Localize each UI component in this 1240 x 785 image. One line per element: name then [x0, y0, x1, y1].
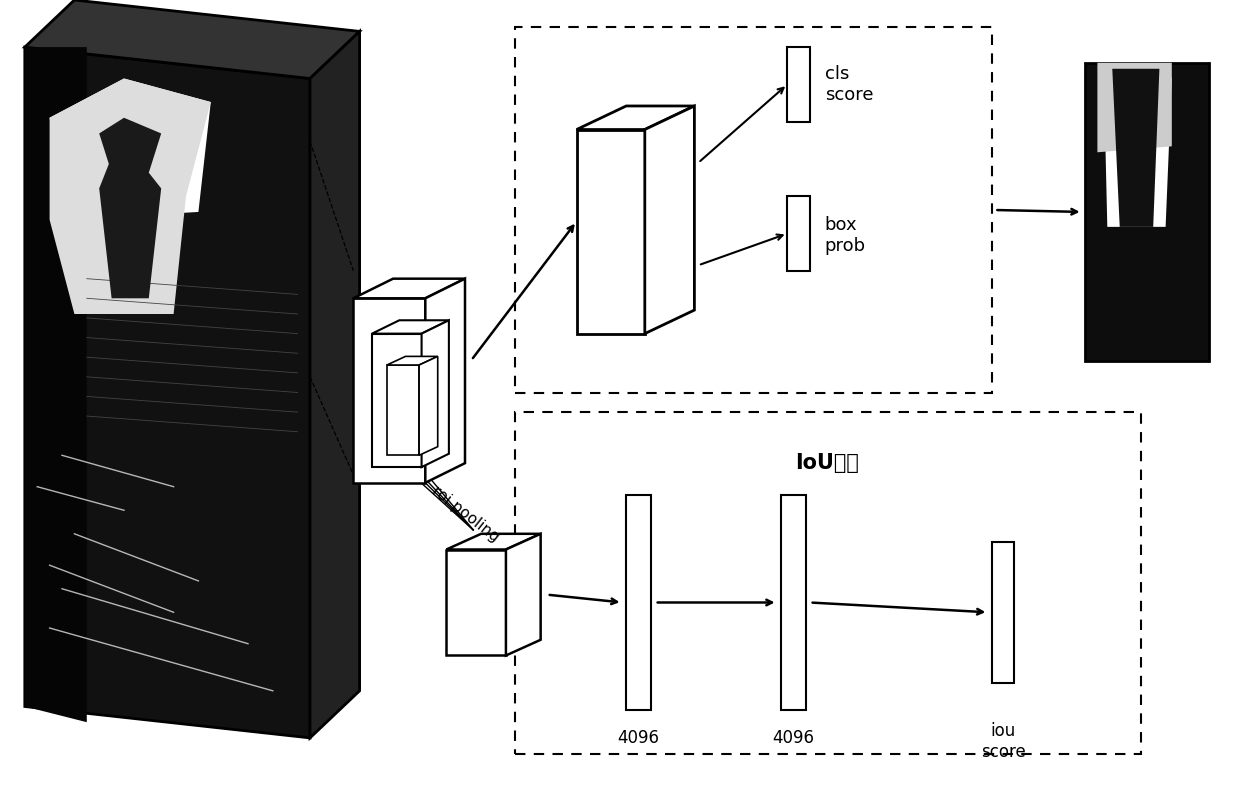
Bar — [515, 412, 1141, 754]
Polygon shape — [387, 356, 438, 365]
Polygon shape — [1112, 69, 1159, 227]
Polygon shape — [99, 118, 161, 173]
Text: cls
score: cls score — [825, 65, 873, 104]
Polygon shape — [50, 78, 211, 220]
Polygon shape — [645, 106, 694, 334]
Bar — [626, 495, 651, 710]
Polygon shape — [387, 365, 419, 455]
Polygon shape — [425, 279, 465, 483]
Polygon shape — [372, 320, 449, 334]
Polygon shape — [310, 31, 360, 738]
Polygon shape — [446, 550, 506, 655]
Text: box
prob: box prob — [825, 216, 866, 255]
Polygon shape — [446, 534, 541, 550]
Polygon shape — [372, 334, 422, 467]
Polygon shape — [25, 0, 360, 78]
Polygon shape — [353, 279, 465, 298]
Polygon shape — [419, 356, 438, 455]
Polygon shape — [25, 47, 87, 722]
Polygon shape — [50, 78, 211, 314]
Text: 4096: 4096 — [773, 729, 815, 747]
Polygon shape — [1097, 63, 1172, 152]
Text: IoU网络: IoU网络 — [795, 453, 859, 473]
Bar — [781, 495, 806, 710]
Bar — [515, 27, 992, 392]
Text: roi pooling: roi pooling — [429, 484, 501, 545]
Text: 4096: 4096 — [618, 729, 660, 747]
Polygon shape — [422, 320, 449, 467]
Bar — [787, 196, 810, 271]
Bar — [1085, 63, 1209, 361]
Polygon shape — [577, 130, 645, 334]
Polygon shape — [1104, 69, 1172, 227]
Polygon shape — [353, 298, 425, 483]
Polygon shape — [577, 106, 694, 130]
Text: iou
score: iou score — [981, 722, 1025, 761]
Polygon shape — [25, 47, 310, 738]
Bar — [992, 542, 1014, 683]
Polygon shape — [506, 534, 541, 655]
Bar — [787, 47, 810, 122]
Polygon shape — [99, 157, 161, 298]
